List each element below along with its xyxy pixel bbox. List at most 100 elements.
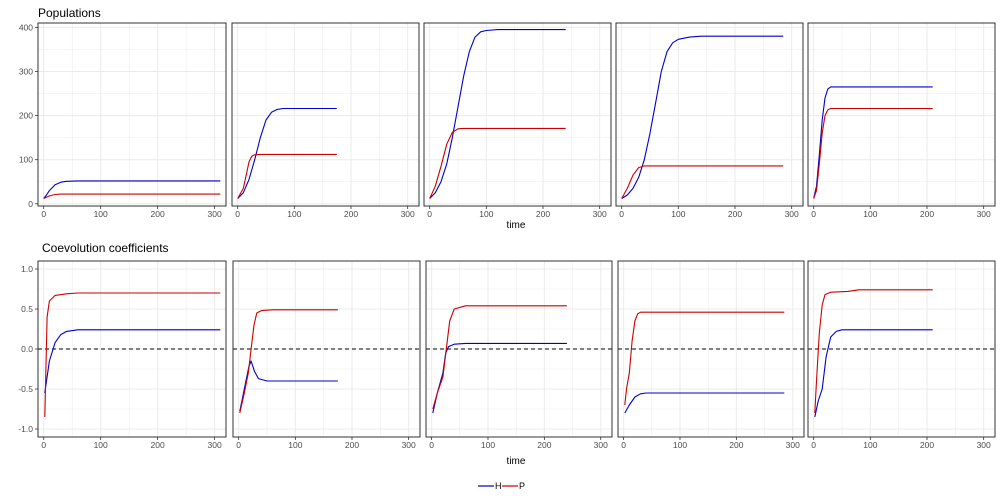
x-tick-label: 200 <box>920 209 934 219</box>
panel-background <box>38 23 226 206</box>
panel-0-3: 0 100 200 300 <box>615 22 804 219</box>
x-tick-label: 0 <box>429 440 434 450</box>
panel-border <box>37 22 227 207</box>
series-line-p <box>43 193 221 199</box>
x-tick-label: 100 <box>479 209 493 219</box>
legend-label-h: H <box>495 481 502 491</box>
series-line-p <box>813 107 933 199</box>
panel-1-0: 0 100 200 300 -1.0 -0.5 0.0 0.5 1.0 <box>18 260 227 450</box>
y-tick-label: 200 <box>19 111 33 121</box>
y-tick-label: 300 <box>19 67 33 77</box>
x-tick-label: 200 <box>920 440 934 450</box>
panel-1-3: 0 100 200 300 <box>617 260 805 450</box>
x-tick-label: 300 <box>208 209 222 219</box>
x-tick-label: 0 <box>41 440 46 450</box>
x-tick-label: 200 <box>536 209 550 219</box>
y-tick-label: 400 <box>19 22 33 32</box>
y-tick-label: -0.5 <box>18 384 33 394</box>
series-line-p <box>624 311 785 406</box>
coevolution-title: Coevolution coefficients <box>42 241 169 255</box>
x-tick-label: 300 <box>402 440 416 450</box>
series-line-h <box>237 107 337 199</box>
legend: H P <box>478 481 525 491</box>
x-tick-label: 300 <box>977 440 991 450</box>
x-tick-label: 100 <box>94 209 108 219</box>
series-line-p <box>429 127 566 199</box>
y-tick-label: -1.0 <box>18 424 33 434</box>
x-tick-label: 0 <box>41 209 46 219</box>
series-line-h <box>44 329 221 394</box>
series-line-h <box>814 329 933 418</box>
panel-border <box>615 22 804 207</box>
series-line-p <box>621 165 784 199</box>
y-tick-label: 1.0 <box>21 264 33 274</box>
x-tick-label: 100 <box>287 209 301 219</box>
series-line-h <box>624 392 785 414</box>
x-tick-label: 200 <box>537 440 551 450</box>
panel-background <box>232 23 419 206</box>
series-line-p <box>44 292 221 418</box>
panel-border <box>423 22 612 207</box>
x-tick-label: 300 <box>594 440 608 450</box>
x-tick-label: 100 <box>288 440 302 450</box>
x-tick-label: 300 <box>786 440 800 450</box>
x-tick-label: 300 <box>785 209 799 219</box>
y-tick-label: 100 <box>19 155 33 165</box>
x-tick-label: 0 <box>236 440 241 450</box>
series-line-p <box>432 305 567 410</box>
panel-border <box>617 260 805 438</box>
panel-0-0: 0 100 200 300 0 100 200 300 400 <box>19 22 227 219</box>
x-tick-label: 100 <box>671 209 685 219</box>
x-tick-label: 200 <box>151 440 165 450</box>
x-tick-label: 200 <box>344 209 358 219</box>
y-tick-label: 0 <box>28 199 33 209</box>
x-tick-label: 0 <box>811 209 816 219</box>
coevolution-xlabel: time <box>507 456 526 467</box>
y-tick-label: 0.0 <box>21 344 33 354</box>
x-tick-label: 0 <box>811 440 816 450</box>
x-tick-label: 0 <box>235 209 240 219</box>
series-line-h <box>813 86 933 199</box>
panel-0-1: 0 100 200 300 <box>231 22 420 219</box>
x-tick-label: 200 <box>151 209 165 219</box>
x-tick-label: 100 <box>863 209 877 219</box>
series-line-p <box>814 289 933 414</box>
panel-1-4: 0 100 200 300 <box>807 260 996 450</box>
x-tick-label: 100 <box>94 440 108 450</box>
panel-border <box>425 260 613 438</box>
populations-xlabel: time <box>507 220 526 231</box>
populations-row: 0 100 200 300 0 100 200 300 400 0 100 200 300 0 100 200… <box>19 22 996 219</box>
x-tick-label: 100 <box>863 440 877 450</box>
panel-background <box>424 23 611 206</box>
series-line-h <box>239 360 338 412</box>
x-tick-label: 0 <box>621 440 626 450</box>
y-tick-label: 0.5 <box>21 304 33 314</box>
series-line-h <box>429 29 566 199</box>
panel-background <box>616 23 803 206</box>
x-tick-label: 300 <box>977 209 991 219</box>
x-tick-label: 300 <box>593 209 607 219</box>
x-tick-label: 100 <box>673 440 687 450</box>
panel-1-2: 0 100 200 300 <box>425 260 613 450</box>
x-tick-label: 0 <box>427 209 432 219</box>
series-line-p <box>237 153 337 199</box>
x-tick-label: 300 <box>401 209 415 219</box>
x-tick-label: 100 <box>481 440 495 450</box>
legend-label-p: P <box>519 481 525 491</box>
series-line-p <box>239 309 338 414</box>
panel-0-4: 0 100 200 300 <box>807 22 996 219</box>
panel-1-1: 0 100 200 300 <box>232 260 421 450</box>
populations-title: Populations <box>38 6 101 20</box>
panel-border <box>807 22 996 207</box>
series-line-h <box>621 35 784 199</box>
coevolution-row: 0 100 200 300 -1.0 -0.5 0.0 0.5 1.0 0 100 200 300 0 10… <box>18 260 996 450</box>
panel-border <box>231 22 420 207</box>
x-tick-label: 200 <box>729 440 743 450</box>
series-line-h <box>43 180 221 199</box>
x-tick-label: 0 <box>619 209 624 219</box>
x-tick-label: 200 <box>728 209 742 219</box>
panel-0-2: 0 100 200 300 <box>423 22 612 219</box>
panel-border <box>807 260 996 438</box>
x-tick-label: 300 <box>208 440 222 450</box>
